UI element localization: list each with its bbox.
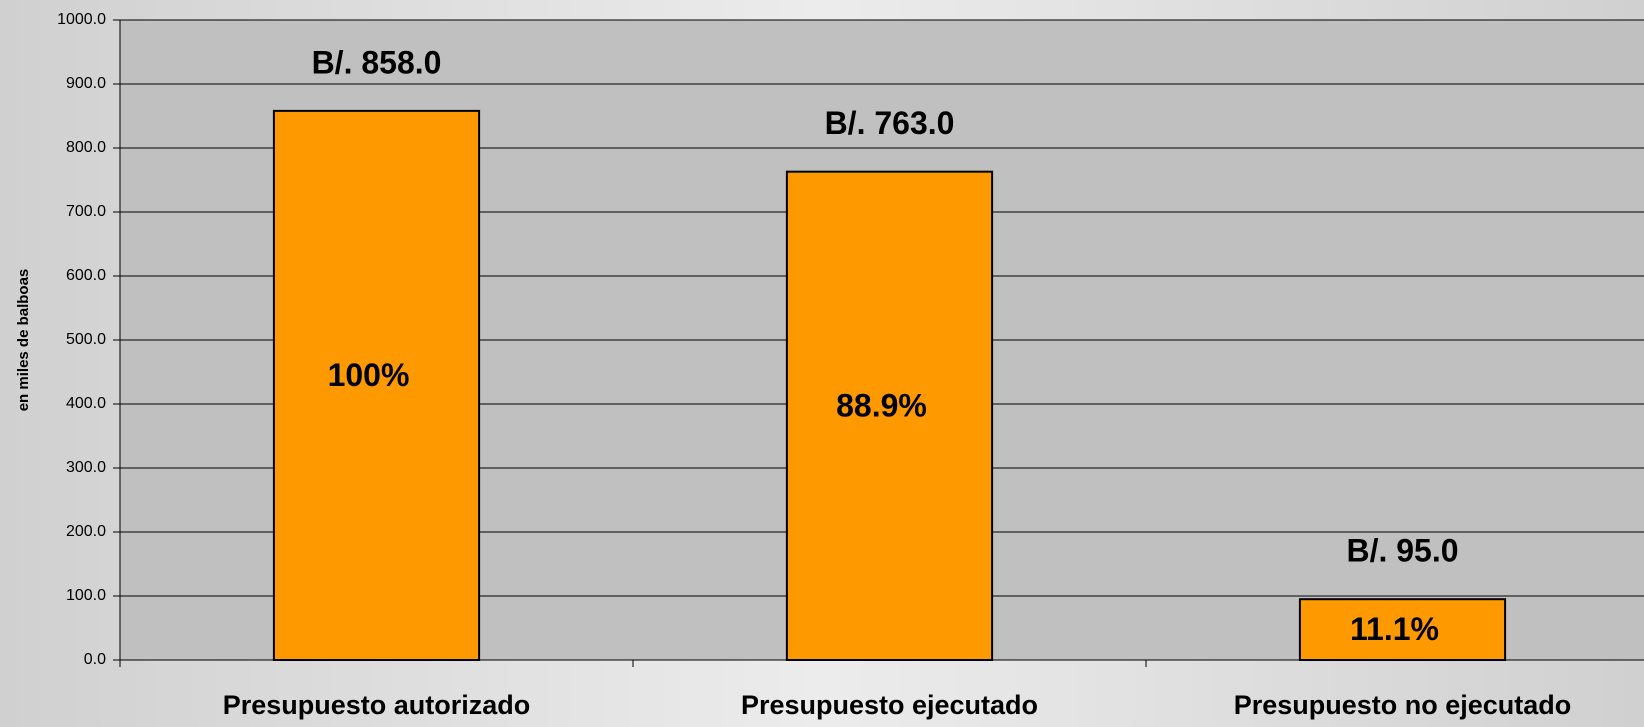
y-axis-label: en miles de balboas — [15, 269, 32, 412]
y-tick-label: 100.0 — [66, 587, 106, 604]
x-tick-label: Presupuesto ejecutado — [741, 690, 1038, 720]
y-tick-label: 0.0 — [84, 651, 106, 668]
y-tick-label: 700.0 — [66, 203, 106, 220]
percent-label: 88.9% — [836, 387, 927, 423]
y-tick-label: 400.0 — [66, 395, 106, 412]
y-tick-label: 900.0 — [66, 75, 106, 92]
y-tick-label: 300.0 — [66, 459, 106, 476]
y-tick-label: 500.0 — [66, 331, 106, 348]
percent-label: 100% — [328, 357, 410, 393]
bar — [272, 109, 481, 661]
percent-label: 11.1% — [1350, 611, 1439, 647]
value-label: B/. 858.0 — [312, 44, 442, 80]
value-label: B/. 95.0 — [1346, 533, 1458, 569]
value-label: B/. 763.0 — [825, 105, 955, 141]
y-tick-label: 800.0 — [66, 139, 106, 156]
bar — [785, 170, 994, 661]
bar — [1298, 598, 1507, 662]
x-tick-label: Presupuesto autorizado — [223, 690, 531, 720]
y-tick-label: 200.0 — [66, 523, 106, 540]
x-tick-label: Presupuesto no ejecutado — [1234, 690, 1572, 720]
y-tick-label: 1000.0 — [57, 11, 106, 28]
y-tick-label: 600.0 — [66, 267, 106, 284]
